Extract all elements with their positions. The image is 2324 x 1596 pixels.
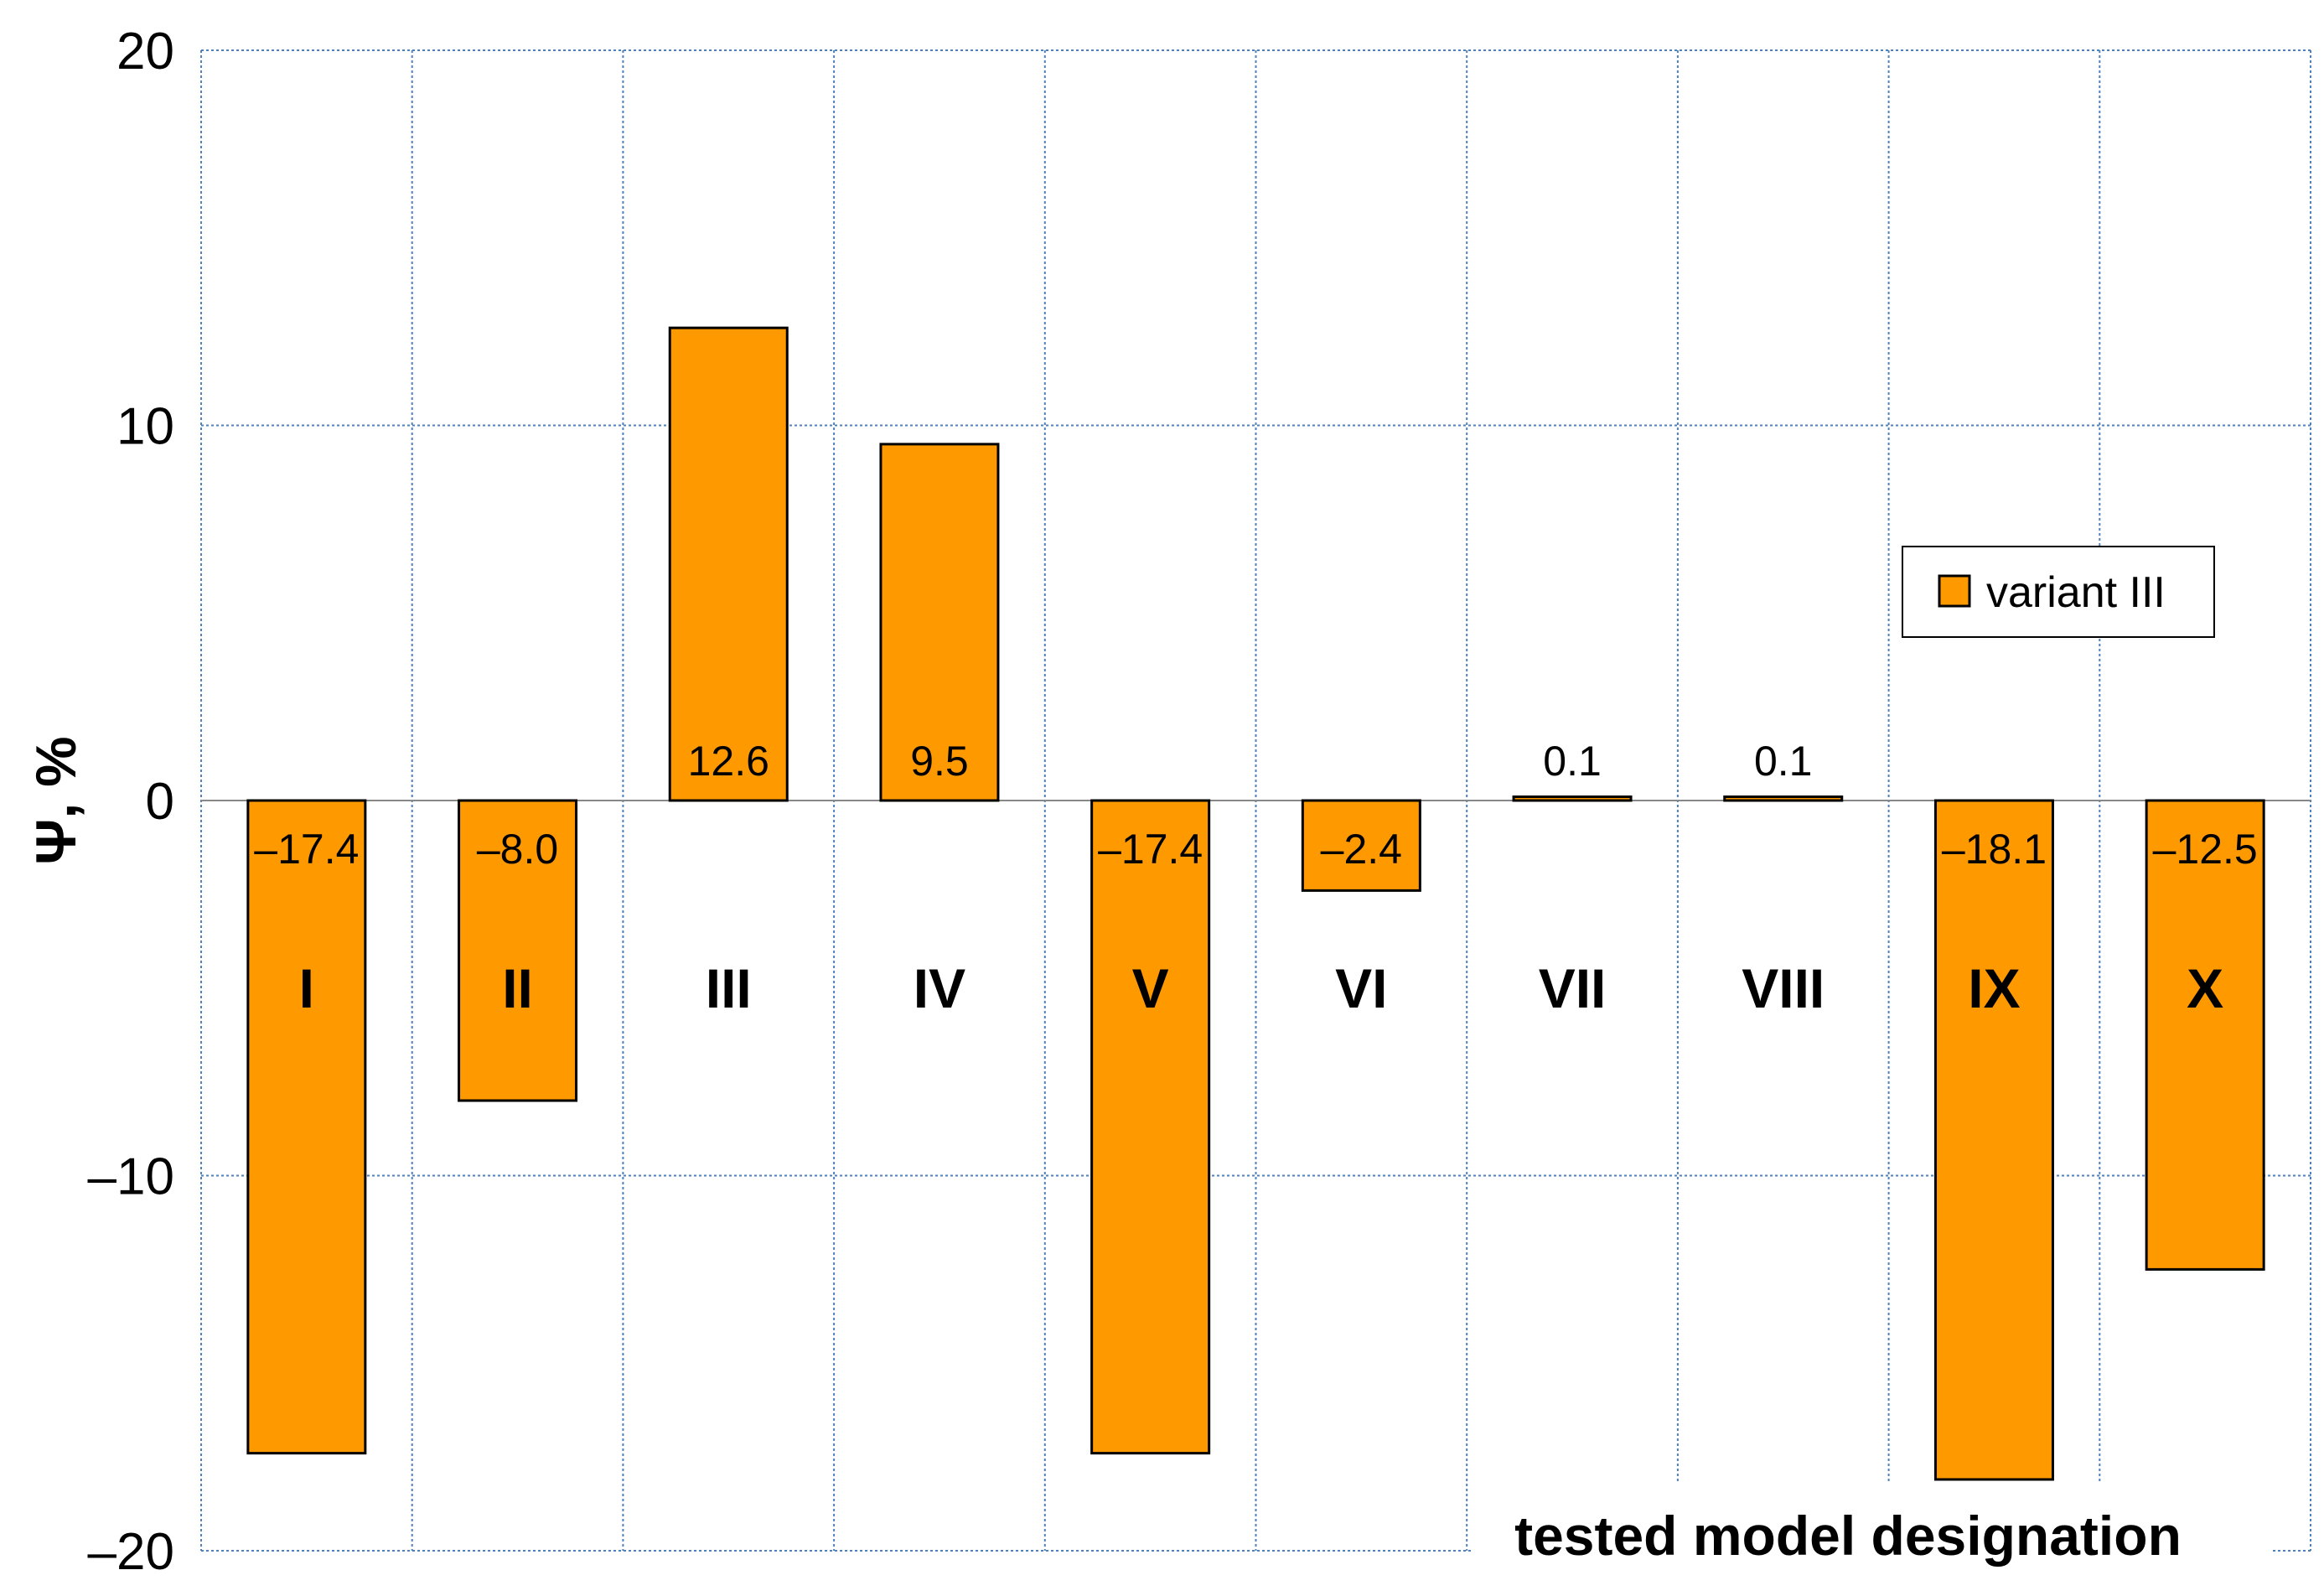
data-label: –18.1 — [1942, 826, 2047, 873]
y-tick-label: 10 — [116, 398, 174, 456]
data-label: 0.1 — [1543, 738, 1602, 785]
x-axis-label: tested model designation — [1514, 1505, 2182, 1567]
x-axis-label-background — [1471, 1482, 2271, 1576]
data-label: –12.5 — [2153, 826, 2258, 873]
category-label: III — [706, 957, 752, 1019]
data-label: –8.0 — [477, 826, 558, 873]
bar — [1933, 799, 2054, 1481]
y-axis-ticks: 20 10 0 –10 –20 — [88, 23, 174, 1581]
y-tick-label: 20 — [116, 23, 174, 80]
data-labels: –17.4 –8.0 12.6 9.5 –17.4 –2.4 0.1 0.1 –18.1 –12.… — [254, 738, 2257, 873]
category-label: IX — [1968, 957, 2020, 1019]
category-label: I — [299, 957, 314, 1019]
bar — [1090, 799, 1211, 1455]
bar — [458, 799, 578, 1102]
y-tick-label: –20 — [88, 1523, 174, 1581]
bar — [1723, 795, 1844, 802]
category-label: IV — [914, 957, 965, 1019]
bar — [1301, 799, 1421, 892]
y-tick-label: –10 — [88, 1148, 174, 1206]
data-label: –2.4 — [1321, 826, 1402, 873]
category-label: VIII — [1742, 957, 1825, 1019]
bar — [879, 443, 1000, 802]
y-axis-label: Ψ, % — [24, 736, 88, 864]
y-tick-label: 0 — [146, 773, 174, 831]
category-labels: I II III IV V VI VII VIII IX X — [299, 957, 2223, 1019]
category-label: VI — [1335, 957, 1387, 1019]
bar — [2145, 799, 2265, 1271]
legend-entry: variant III — [1986, 568, 2166, 617]
category-label: V — [1132, 957, 1169, 1019]
bar — [1512, 795, 1633, 802]
category-label: X — [2187, 957, 2223, 1019]
data-label: –17.4 — [254, 826, 359, 873]
data-label: 9.5 — [910, 738, 969, 785]
bar — [668, 326, 789, 802]
legend-swatch — [1938, 574, 1971, 608]
legend: variant III — [1902, 546, 2215, 638]
data-label: –17.4 — [1098, 826, 1203, 873]
category-label: VII — [1539, 957, 1607, 1019]
bar — [246, 799, 367, 1455]
bars — [246, 326, 2265, 1481]
category-label: II — [502, 957, 533, 1019]
data-label: 12.6 — [688, 738, 769, 785]
data-label: 0.1 — [1754, 738, 1813, 785]
